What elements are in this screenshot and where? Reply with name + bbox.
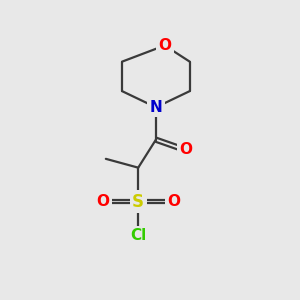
Text: O: O (158, 38, 171, 53)
Text: O: O (167, 194, 180, 209)
Text: O: O (96, 194, 110, 209)
Text: N: N (149, 100, 162, 115)
Text: Cl: Cl (130, 228, 146, 243)
Text: S: S (132, 193, 144, 211)
Text: O: O (179, 142, 192, 158)
